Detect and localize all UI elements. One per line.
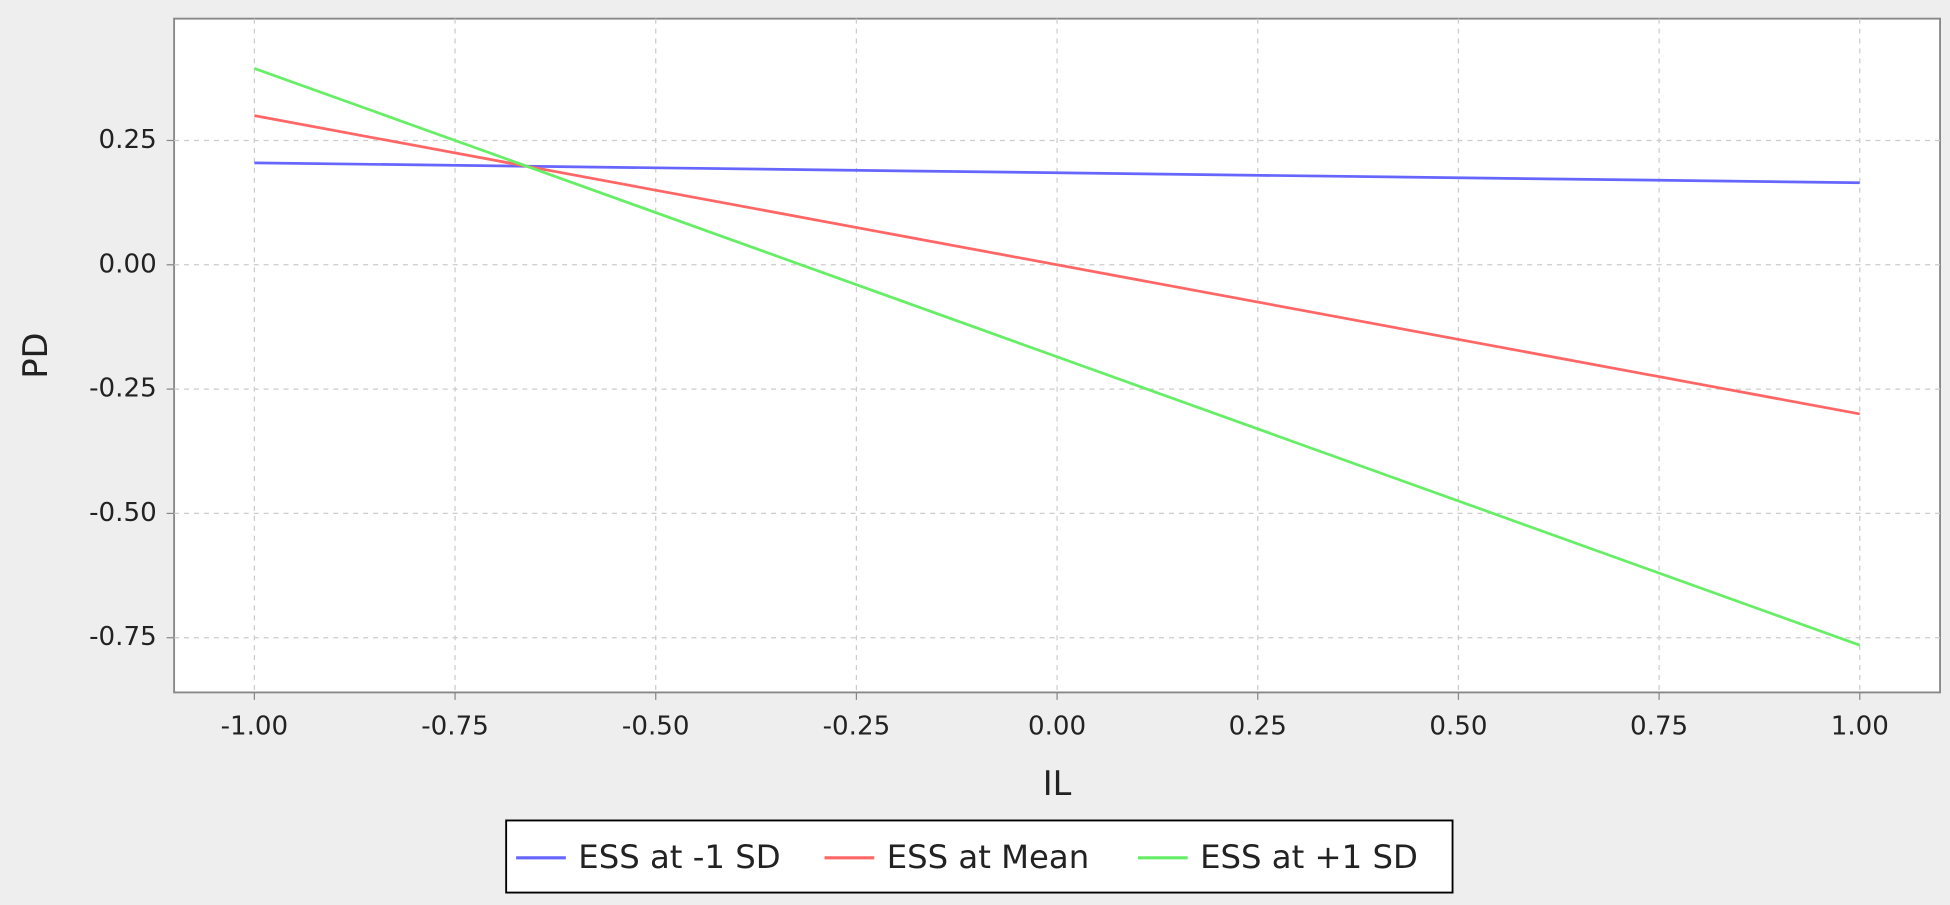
legend-items: ESS at -1 SD ESS at Mean ESS at +1 SD: [516, 838, 1418, 876]
y-axis-label: PD: [16, 332, 55, 378]
x-axis-label: IL: [1043, 764, 1072, 803]
x-tick-label: -0.25: [823, 712, 891, 742]
x-tick-label: -0.50: [622, 712, 690, 742]
x-tick-label: 0.25: [1229, 712, 1287, 742]
x-tick-label: 1.00: [1831, 712, 1889, 742]
lines: [253, 67, 1861, 647]
grid: [166, 18, 1941, 700]
y-tick-label: -0.50: [89, 498, 157, 528]
y-tick-label: -0.25: [89, 374, 157, 404]
y-tick-label: 0.00: [99, 249, 157, 279]
x-tick-label: 0.00: [1028, 712, 1086, 742]
series-line: [253, 67, 1861, 647]
x-tick-label: -0.75: [421, 712, 489, 742]
x-tick-label: 0.75: [1630, 712, 1688, 742]
legend-label: ESS at +1 SD: [1200, 838, 1418, 876]
x-tick-label: 0.50: [1429, 712, 1487, 742]
legend-label: ESS at -1 SD: [578, 838, 780, 876]
x-tick-label: -1.00: [221, 712, 289, 742]
y-tick-label: -0.75: [89, 622, 157, 652]
legend-label: ESS at Mean: [887, 838, 1090, 876]
legend: [505, 819, 1454, 894]
y-tick-label: 0.25: [99, 125, 157, 155]
